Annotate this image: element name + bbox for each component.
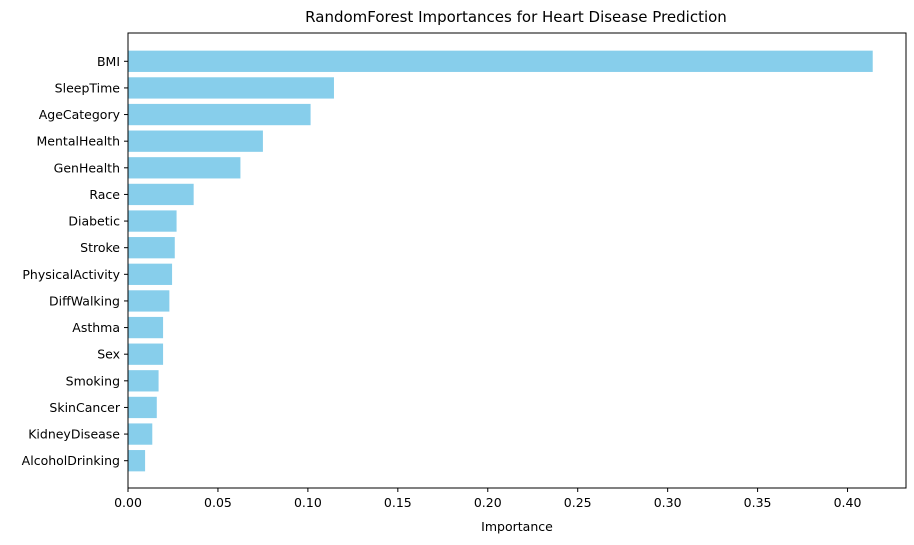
x-tick-label: 0.15 bbox=[384, 495, 412, 510]
bar-Asthma bbox=[128, 316, 164, 339]
x-tick-label: 0.35 bbox=[744, 495, 772, 510]
bars-layer bbox=[128, 50, 873, 472]
y-tick-label: Stroke bbox=[80, 240, 120, 255]
y-tick-label: SleepTime bbox=[55, 80, 121, 95]
bar-Diabetic bbox=[128, 210, 177, 232]
bar-KidneyDisease bbox=[128, 423, 153, 445]
y-tick-label: Race bbox=[89, 187, 120, 202]
x-tick-label: 0.25 bbox=[564, 495, 592, 510]
bar-Sex bbox=[128, 343, 164, 365]
plot-frame bbox=[127, 32, 907, 489]
bar-Smoking bbox=[128, 370, 159, 392]
x-tick-label: 0.30 bbox=[654, 495, 682, 510]
y-tick-label: Diabetic bbox=[68, 214, 120, 229]
bar-SleepTime bbox=[128, 77, 334, 99]
bar-Stroke bbox=[128, 237, 175, 259]
y-ticks-layer: BMI SleepTime AgeCategory MentalHealth GenHe… bbox=[22, 54, 128, 468]
bar-AlcoholDrinking bbox=[128, 450, 146, 472]
x-tick-label: 0.20 bbox=[474, 495, 502, 510]
y-tick-label: BMI bbox=[97, 54, 120, 69]
bar-BMI bbox=[128, 50, 873, 72]
x-axis-label: Importance bbox=[481, 519, 553, 534]
y-tick-label: Sex bbox=[97, 347, 120, 362]
y-tick-label: KidneyDisease bbox=[28, 427, 120, 442]
bar-Race bbox=[128, 183, 194, 206]
y-tick-label: AlcoholDrinking bbox=[22, 453, 120, 468]
y-tick-label: SkinCancer bbox=[49, 400, 120, 415]
bar-DiffWalking bbox=[128, 290, 170, 312]
y-tick-label: AgeCategory bbox=[39, 107, 121, 122]
x-tick-label: 0.10 bbox=[294, 495, 322, 510]
axes-layer bbox=[127, 32, 907, 489]
y-tick-label: Asthma bbox=[72, 320, 120, 335]
y-tick-label: DiffWalking bbox=[49, 293, 120, 308]
x-tick-label: 0.00 bbox=[114, 495, 142, 510]
x-tick-label: 0.40 bbox=[834, 495, 862, 510]
bar-SkinCancer bbox=[128, 396, 157, 419]
y-tick-label: Smoking bbox=[66, 373, 120, 388]
y-tick-label: PhysicalActivity bbox=[22, 267, 120, 282]
chart-title: RandomForest Importances for Heart Disea… bbox=[305, 8, 727, 26]
y-tick-label: MentalHealth bbox=[37, 134, 120, 149]
x-tick-label: 0.05 bbox=[204, 495, 232, 510]
bar-PhysicalActivity bbox=[128, 263, 173, 285]
x-ticks-layer: 0.00 0.05 0.10 0.15 0.20 0.25 0.30 0.35 0.40 bbox=[114, 488, 861, 510]
bar-AgeCategory bbox=[128, 103, 311, 126]
bar-GenHealth bbox=[128, 157, 241, 179]
bar-MentalHealth bbox=[128, 130, 263, 152]
y-tick-label: GenHealth bbox=[54, 160, 120, 175]
